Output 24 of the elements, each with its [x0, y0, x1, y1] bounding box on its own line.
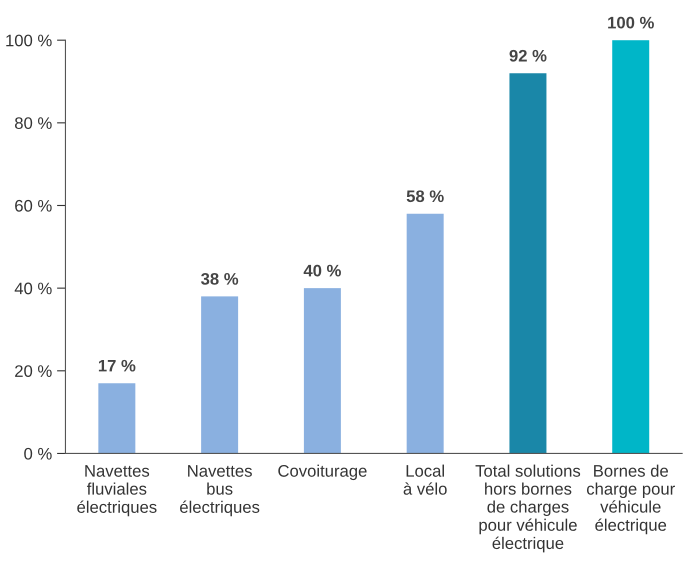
data-label: 58 % — [406, 190, 444, 202]
bar — [509, 73, 546, 454]
x-tick-label: Navettes fluviales électriques — [77, 465, 157, 516]
y-tick-label: 100 % — [6, 34, 52, 46]
data-label: 17 % — [98, 360, 136, 372]
bar — [612, 40, 650, 454]
bar — [304, 288, 341, 454]
y-tick-label: 40 % — [14, 282, 52, 294]
y-tick-label: 60 % — [15, 200, 52, 212]
bar — [406, 214, 444, 454]
bar — [201, 296, 238, 454]
data-label: 100 % — [608, 16, 654, 29]
y-tick-label: 20 % — [15, 365, 52, 378]
x-tick-label: Bornes de charge pour véhicule électrique — [586, 464, 675, 534]
y-tick-label: 0 % — [24, 448, 52, 460]
bar — [98, 383, 136, 454]
y-tick-label: 80 % — [15, 117, 52, 130]
x-tick-label: Total solutions hors bornes de charges pour véhicule électrique — [476, 464, 580, 552]
x-tick-label: Local à vélo — [404, 464, 447, 495]
data-label: 38 % — [201, 272, 238, 285]
data-label: 40 % — [304, 264, 341, 277]
x-tick-label: Navettes bus électriques — [180, 465, 260, 516]
data-label: 92 % — [510, 50, 546, 62]
x-tick-label: Covoiturage — [278, 464, 367, 480]
